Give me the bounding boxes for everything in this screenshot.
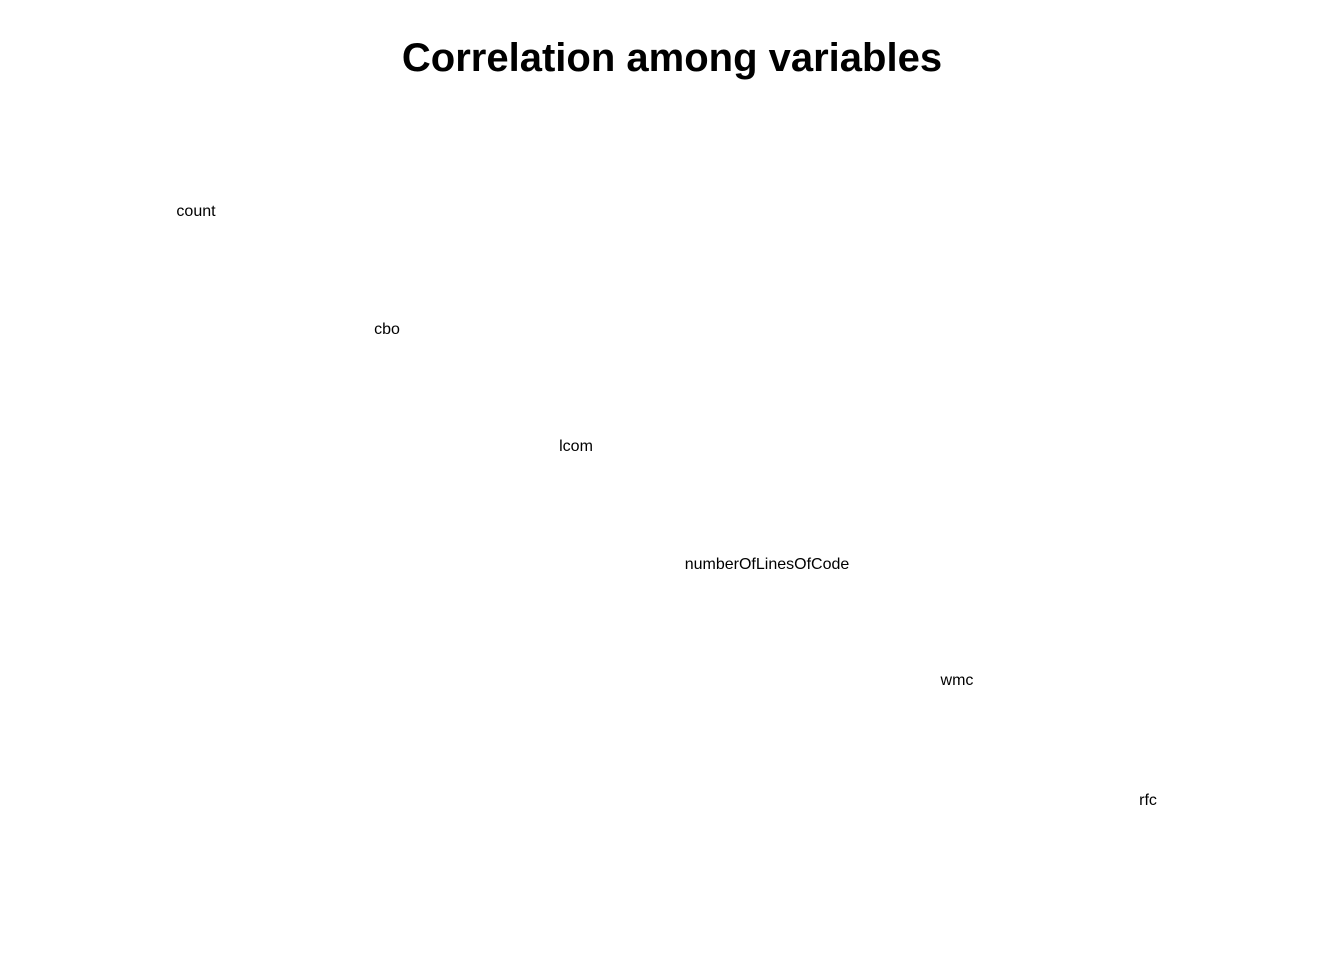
variable-label-count: count — [176, 203, 216, 220]
variable-label-wmc: wmc — [940, 672, 974, 689]
variable-label-rfc: rfc — [1139, 792, 1157, 809]
chart-title: Correlation among variables — [401, 36, 943, 80]
variable-label-lcom: lcom — [559, 438, 593, 455]
variable-label-numberOfLinesOfCode: numberOfLinesOfCode — [685, 556, 850, 573]
variable-label-cbo: cbo — [374, 321, 400, 338]
